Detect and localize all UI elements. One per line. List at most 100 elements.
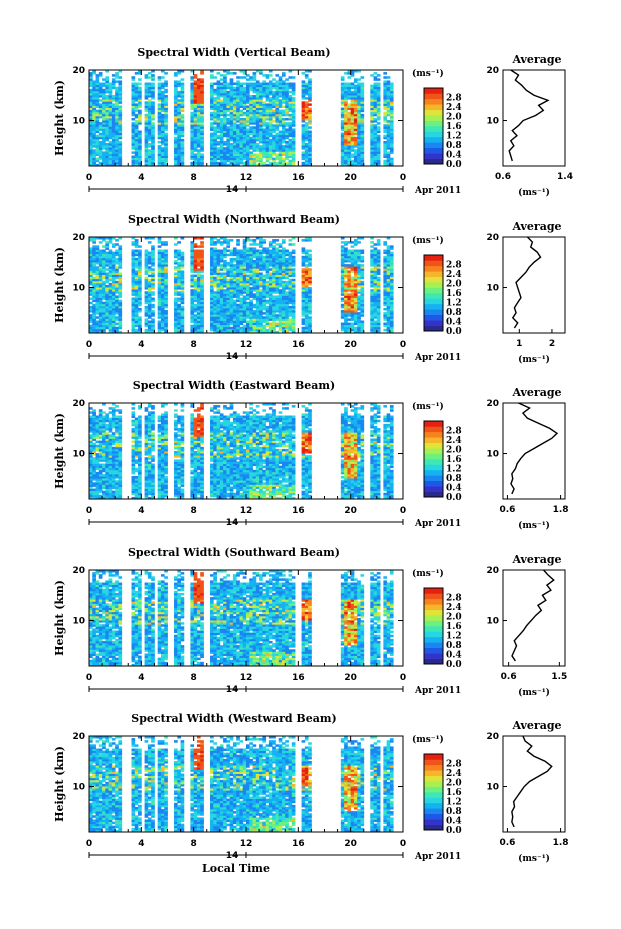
heatmap-cell — [111, 264, 116, 267]
heatmap-cell — [108, 268, 113, 271]
heatmap-cell — [278, 103, 283, 106]
heatmap-cell — [200, 72, 204, 75]
heatmap-cell — [370, 155, 374, 159]
heatmap-cell — [147, 105, 152, 108]
heatmap-cell — [92, 251, 96, 255]
heatmap-cell — [147, 157, 152, 161]
heatmap-cell — [213, 109, 217, 113]
heatmap-cell — [288, 76, 293, 79]
heatmap-cell — [389, 97, 394, 100]
heatmap-cell — [190, 147, 195, 150]
heatmap-cell — [232, 118, 237, 121]
heatmap-cell — [278, 147, 283, 150]
heatmap-cell — [115, 95, 119, 98]
heatmap-cell — [353, 136, 358, 140]
heatmap-cell — [174, 84, 178, 88]
heatmap-cell — [95, 157, 100, 161]
heatmap-cell — [111, 262, 116, 265]
heatmap-cell — [157, 78, 162, 81]
heatmap-cell — [360, 115, 365, 119]
heatmap-cell — [200, 153, 204, 156]
heatmap-cell — [370, 74, 374, 77]
heatmap-cell — [115, 147, 119, 150]
heatmap-cell — [108, 297, 113, 301]
heatmap-cell — [246, 105, 250, 108]
heatmap-cell — [95, 287, 100, 290]
heatmap-cell — [115, 272, 119, 275]
heatmap-cell — [308, 122, 312, 125]
heatmap-cell — [308, 95, 312, 98]
heatmap-cell — [151, 82, 155, 86]
heatmap-cell — [249, 120, 253, 123]
heatmap-cell — [164, 105, 168, 108]
heatmap-cell — [174, 126, 178, 129]
heatmap-cell — [278, 145, 283, 148]
heatmap-cell — [196, 132, 201, 136]
heatmap-cell — [111, 120, 116, 123]
heatmap-cell — [268, 120, 273, 123]
heatmap-cell — [278, 149, 283, 152]
heatmap-cell — [89, 262, 93, 265]
heatmap-cell — [255, 109, 260, 113]
heatmap-cell — [160, 136, 165, 140]
heatmap-cell — [340, 147, 345, 150]
heatmap-cell — [249, 132, 253, 136]
heatmap-cell — [268, 241, 273, 244]
heatmap-cell — [193, 82, 198, 86]
heatmap-cell — [151, 159, 155, 163]
heatmap-cell — [344, 72, 348, 75]
heatmap-cell — [89, 274, 93, 278]
heatmap-cell — [373, 126, 378, 129]
heatmap-cell — [131, 107, 136, 111]
heatmap-cell — [301, 153, 306, 156]
heatmap-cell — [255, 103, 260, 106]
heatmap-cell — [138, 163, 142, 167]
heatmap-cell — [177, 84, 181, 88]
heatmap-cell — [275, 314, 280, 317]
heatmap-cell — [210, 143, 214, 146]
profile-x-tick-label: 1.4 — [557, 172, 573, 182]
heatmap-cell — [255, 130, 260, 134]
heatmap-cell — [98, 136, 103, 140]
heatmap-cell — [242, 140, 247, 144]
heatmap-cell — [115, 90, 119, 94]
heatmap-cell — [383, 147, 388, 150]
heatmap-cell — [115, 310, 119, 313]
heatmap-cell — [147, 251, 152, 255]
heatmap-cell — [115, 330, 119, 334]
heatmap-cell — [174, 266, 178, 269]
heatmap-cell — [157, 99, 162, 102]
heatmap-cell — [268, 157, 273, 161]
date-label: Apr 2011 — [414, 186, 461, 196]
heatmap-cell — [157, 161, 162, 165]
heatmap-cell — [259, 115, 263, 119]
heatmap-cell — [340, 136, 345, 140]
heatmap-cell — [105, 128, 110, 131]
heatmap-cell — [350, 143, 355, 146]
heatmap-cell — [210, 151, 214, 154]
heatmap-cell — [223, 259, 227, 263]
heatmap-cell — [98, 324, 103, 328]
heatmap-cell — [246, 274, 250, 278]
heatmap-cell — [196, 149, 201, 152]
heatmap-cell — [102, 264, 106, 267]
heatmap-cell — [246, 111, 250, 115]
heatmap-cell — [308, 103, 312, 106]
heatmap-cell — [92, 128, 96, 131]
heatmap-cell — [265, 132, 270, 136]
heatmap-cell — [223, 161, 227, 165]
heatmap-cell — [219, 153, 224, 156]
heatmap-cell — [246, 113, 250, 117]
heatmap-cell — [389, 151, 394, 154]
heatmap-cell — [200, 149, 204, 152]
heatmap-cell — [386, 124, 391, 127]
heatmap-cell — [190, 132, 195, 136]
heatmap-cell — [232, 299, 237, 303]
heatmap-cell — [92, 259, 96, 263]
heatmap-cell — [288, 140, 293, 144]
heatmap-cell — [164, 126, 168, 129]
heatmap-cell — [376, 159, 381, 163]
heatmap-cell — [190, 161, 195, 165]
heatmap-cell — [134, 157, 139, 161]
heatmap-cell — [95, 88, 100, 92]
